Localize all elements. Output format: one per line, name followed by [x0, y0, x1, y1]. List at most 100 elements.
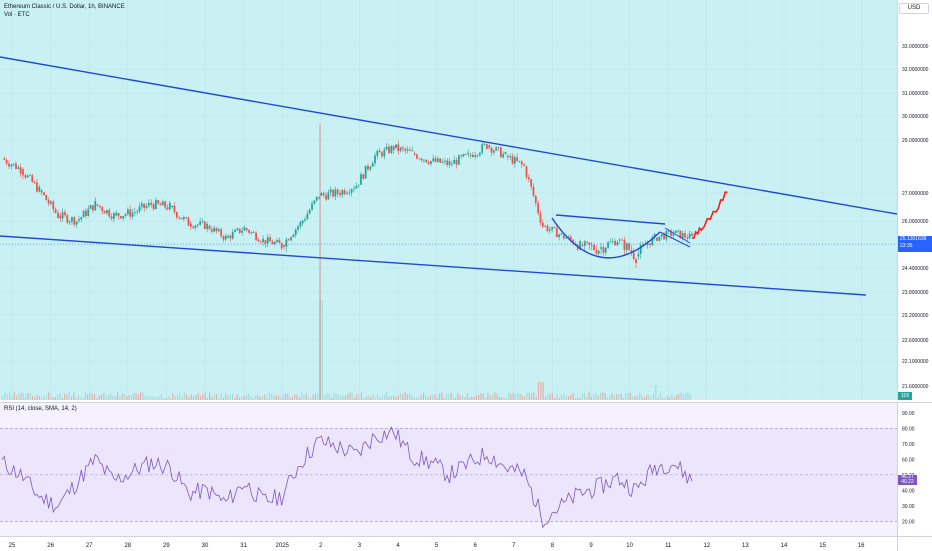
rsi-canvas[interactable]: [0, 403, 897, 537]
volume-bar: [156, 396, 158, 400]
candle-body: [609, 241, 612, 243]
candle-body: [154, 200, 157, 209]
time-axis[interactable]: 25 26 27 28 29 30 31 2025 2 3 4 5 6 7 8 9 10 11 12 13 14 15 16: [0, 536, 897, 551]
candle-body: [360, 174, 362, 185]
time-tick-label: 7: [512, 543, 516, 549]
candle-body: [614, 240, 616, 246]
volume-bar: [462, 395, 464, 400]
candle-body: [623, 240, 626, 250]
candle-body: [294, 229, 297, 235]
rsi-legend[interactable]: RSI (14, close, SMA, 14, 2): [4, 406, 77, 412]
time-tick-label: 14: [781, 543, 788, 549]
volume-bar: [682, 394, 684, 400]
rsi-tick-label: 30.00: [902, 504, 915, 510]
candle-body: [92, 205, 94, 211]
candle-body: [583, 241, 586, 246]
candle-body: [411, 150, 414, 152]
volume-bar: [627, 392, 629, 400]
candle-body: [425, 159, 428, 163]
price-axis[interactable]: 33.0000000 32.0000000 31.0000000 30.0000000…: [897, 0, 932, 400]
time-tick-label: 26: [47, 543, 54, 549]
volume-bar: [528, 392, 530, 400]
lower-trendline: [0, 235, 867, 296]
volume-bar: [491, 394, 494, 400]
volume-bar: [531, 393, 533, 400]
volume-bar: [468, 397, 471, 400]
currency-badge[interactable]: USD: [899, 3, 929, 14]
volume-bar: [623, 397, 625, 400]
volume-bar: [388, 396, 390, 400]
volume-bar: [268, 392, 270, 400]
volume-bar: [655, 386, 657, 400]
candle-body: [87, 208, 90, 216]
candle-body: [29, 175, 31, 177]
volume-bar: [153, 397, 155, 400]
time-tick-label: 10: [626, 543, 633, 549]
price-tick-label: 22.6000000: [902, 338, 929, 344]
candle-body: [157, 200, 160, 204]
symbol-legend[interactable]: Ethereum Classic / U.S. Dollar, 1h, BINA…: [4, 4, 125, 10]
volume-bar: [29, 393, 31, 400]
candle-body: [101, 207, 104, 212]
volume-bar: [163, 397, 165, 400]
time-axis-labels: 25 26 27 28 29 30 31 2025 2 3 4 5 6 7 8 9 10 11 12 13 14 15 16: [9, 543, 866, 549]
volume-bar: [512, 393, 514, 400]
candle-body: [457, 155, 460, 165]
volume-bar: [524, 396, 526, 400]
candle-body: [24, 175, 27, 178]
candle-body: [506, 155, 509, 158]
candle-body: [346, 192, 348, 194]
volume-bar: [317, 394, 319, 400]
volume-bar: [567, 395, 569, 400]
time-tick-label: 28: [124, 543, 131, 549]
candle-body: [537, 202, 540, 214]
candle-body: [364, 165, 367, 179]
volume-bar: [636, 395, 638, 400]
volume-bar: [107, 394, 109, 400]
volume-bar: [248, 393, 250, 400]
volume-bar: [425, 395, 427, 400]
volume-bar: [151, 396, 153, 400]
price-chart-pane[interactable]: [0, 0, 897, 400]
candle-body: [203, 221, 206, 229]
volume-bar: [45, 395, 47, 400]
candle-body: [99, 205, 101, 208]
volume-bar: [84, 392, 86, 400]
candle-body: [532, 186, 535, 196]
volume-bar: [75, 397, 77, 400]
candle-body: [455, 159, 458, 165]
candle-body: [497, 147, 500, 148]
price-chart-canvas[interactable]: [0, 0, 897, 400]
cup-curve: [551, 217, 661, 259]
candle-body: [656, 237, 658, 241]
candle-body: [525, 166, 528, 178]
candle-body: [85, 210, 87, 216]
volume-bar: [349, 392, 351, 400]
price-tick-label: 22.1000000: [902, 359, 929, 365]
volume-bar: [487, 392, 489, 400]
candle-body: [175, 212, 178, 218]
volume-bar: [554, 397, 556, 400]
volume-bar: [112, 396, 114, 400]
price-tick-label: 29.0000000: [902, 138, 929, 144]
volume-bar: [390, 395, 392, 400]
candle-body: [5, 159, 8, 164]
candle-body: [285, 239, 288, 247]
volume-bar: [211, 396, 213, 400]
candle-body: [381, 152, 383, 157]
candle-body: [490, 147, 493, 153]
candle-body: [460, 155, 463, 157]
rsi-pane[interactable]: [0, 402, 897, 537]
candle-body: [64, 212, 66, 216]
volume-bar: [137, 394, 139, 400]
axis-corner: [897, 536, 932, 551]
candle-body: [94, 200, 97, 211]
candle-body: [110, 216, 113, 219]
volume-bar: [395, 396, 397, 400]
volume-bar: [172, 393, 174, 400]
candle-body: [560, 233, 563, 235]
volume-bar: [328, 394, 330, 400]
volume-legend[interactable]: Vol · ETC: [4, 12, 30, 18]
volume-bar: [641, 395, 643, 400]
